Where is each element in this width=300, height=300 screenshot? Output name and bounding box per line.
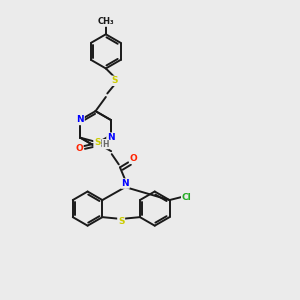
Text: N: N xyxy=(122,179,129,188)
Text: H: H xyxy=(102,140,109,148)
Text: S: S xyxy=(118,217,124,226)
Text: N: N xyxy=(76,116,84,124)
Text: S: S xyxy=(111,76,118,85)
Text: Cl: Cl xyxy=(182,193,191,202)
Text: N: N xyxy=(107,133,115,142)
Text: CH₃: CH₃ xyxy=(98,17,114,26)
Text: O: O xyxy=(130,154,137,163)
Text: O: O xyxy=(75,144,83,153)
Text: S: S xyxy=(94,138,101,147)
